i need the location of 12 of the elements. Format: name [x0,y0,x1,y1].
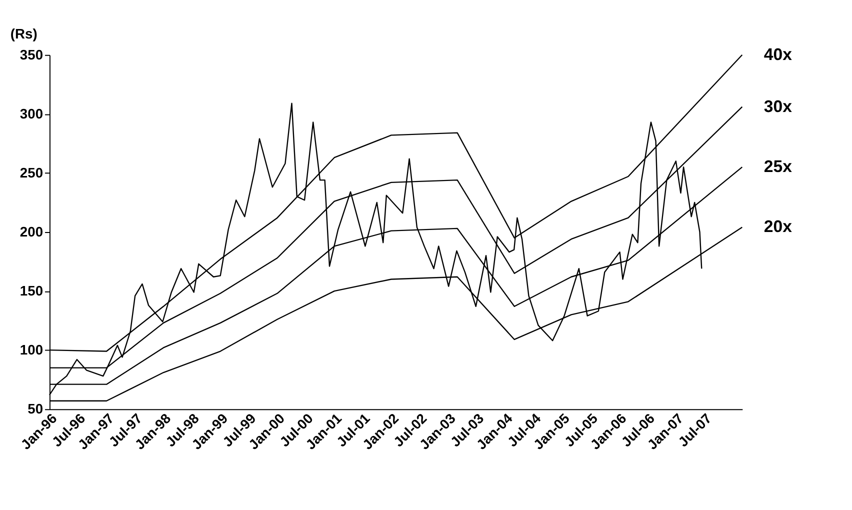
series-label: 20x [764,217,793,236]
y-tick-label: 50 [28,400,44,417]
y-axis-title: (Rs) [10,26,38,42]
series-label: 40x [764,44,793,64]
series-label: 30x [764,96,793,116]
series-label: 25x [764,157,793,176]
y-tick-label: 100 [20,342,44,358]
y-tick-label: 350 [20,46,44,62]
y-tick-label: 300 [20,105,44,122]
y-tick-label: 200 [20,223,44,240]
y-tick-label: 150 [20,282,44,298]
y-tick-label: 250 [20,164,44,180]
